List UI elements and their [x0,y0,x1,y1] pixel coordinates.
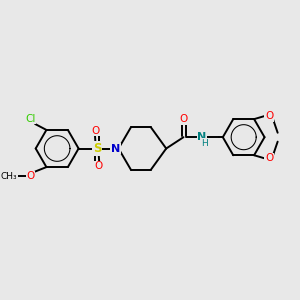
Text: O: O [94,161,103,171]
Text: O: O [265,153,273,163]
Text: S: S [93,142,101,155]
Text: H: H [201,139,208,148]
Text: N: N [111,143,120,154]
Text: O: O [26,171,35,181]
Text: Cl: Cl [26,114,36,124]
Text: N: N [197,132,207,142]
Text: CH₃: CH₃ [1,172,17,181]
Text: O: O [265,111,273,121]
Text: O: O [92,126,100,136]
Text: O: O [179,114,188,124]
